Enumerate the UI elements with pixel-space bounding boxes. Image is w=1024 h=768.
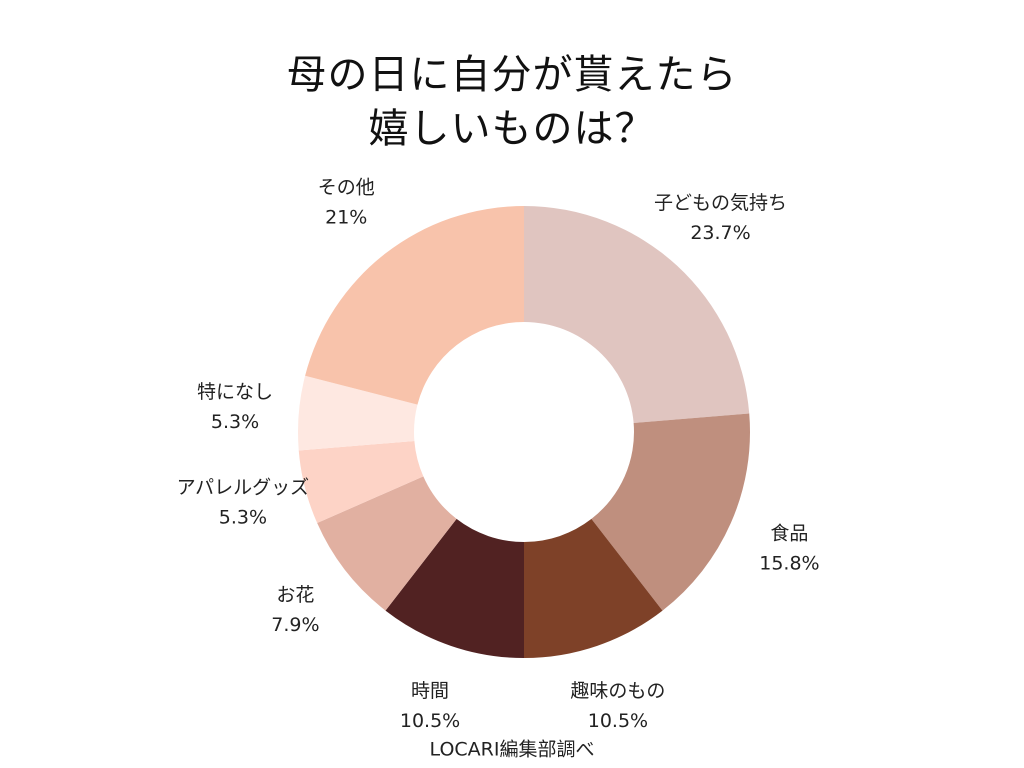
slice-value-label: 21% bbox=[325, 206, 367, 228]
slice-label: アパレルグッズ bbox=[177, 477, 310, 499]
slice-label: 時間 bbox=[411, 680, 449, 702]
donut-slice bbox=[298, 375, 418, 451]
slice-value-label: 15.8% bbox=[759, 552, 819, 574]
donut-slice bbox=[298, 440, 424, 524]
donut-slice bbox=[305, 206, 524, 405]
slice-label: 子どもの気持ち bbox=[654, 192, 787, 214]
slice-value-label: 7.9% bbox=[271, 614, 319, 636]
donut-slice bbox=[524, 206, 750, 424]
donut-slice bbox=[385, 518, 524, 658]
chart-title: 母の日に自分が貰えたら 嬉しいものは？ bbox=[286, 52, 738, 152]
donut-slice bbox=[591, 413, 751, 611]
slice-label: お花 bbox=[276, 584, 314, 606]
slice-label: その他 bbox=[318, 176, 375, 198]
slice-label: 趣味のもの bbox=[570, 680, 665, 702]
donut-slice bbox=[317, 476, 457, 611]
slice-value-label: 10.5% bbox=[400, 710, 460, 732]
slice-label: 食品 bbox=[770, 522, 808, 544]
slice-value-label: 23.7% bbox=[690, 222, 750, 244]
slice-label: 特になし bbox=[197, 381, 273, 403]
slice-value-label: 5.3% bbox=[219, 507, 267, 529]
source-note: LOCARI編集部調べ bbox=[430, 739, 595, 761]
donut-slice bbox=[524, 518, 663, 658]
slice-value-label: 10.5% bbox=[588, 710, 648, 732]
slice-value-label: 5.3% bbox=[211, 411, 259, 433]
